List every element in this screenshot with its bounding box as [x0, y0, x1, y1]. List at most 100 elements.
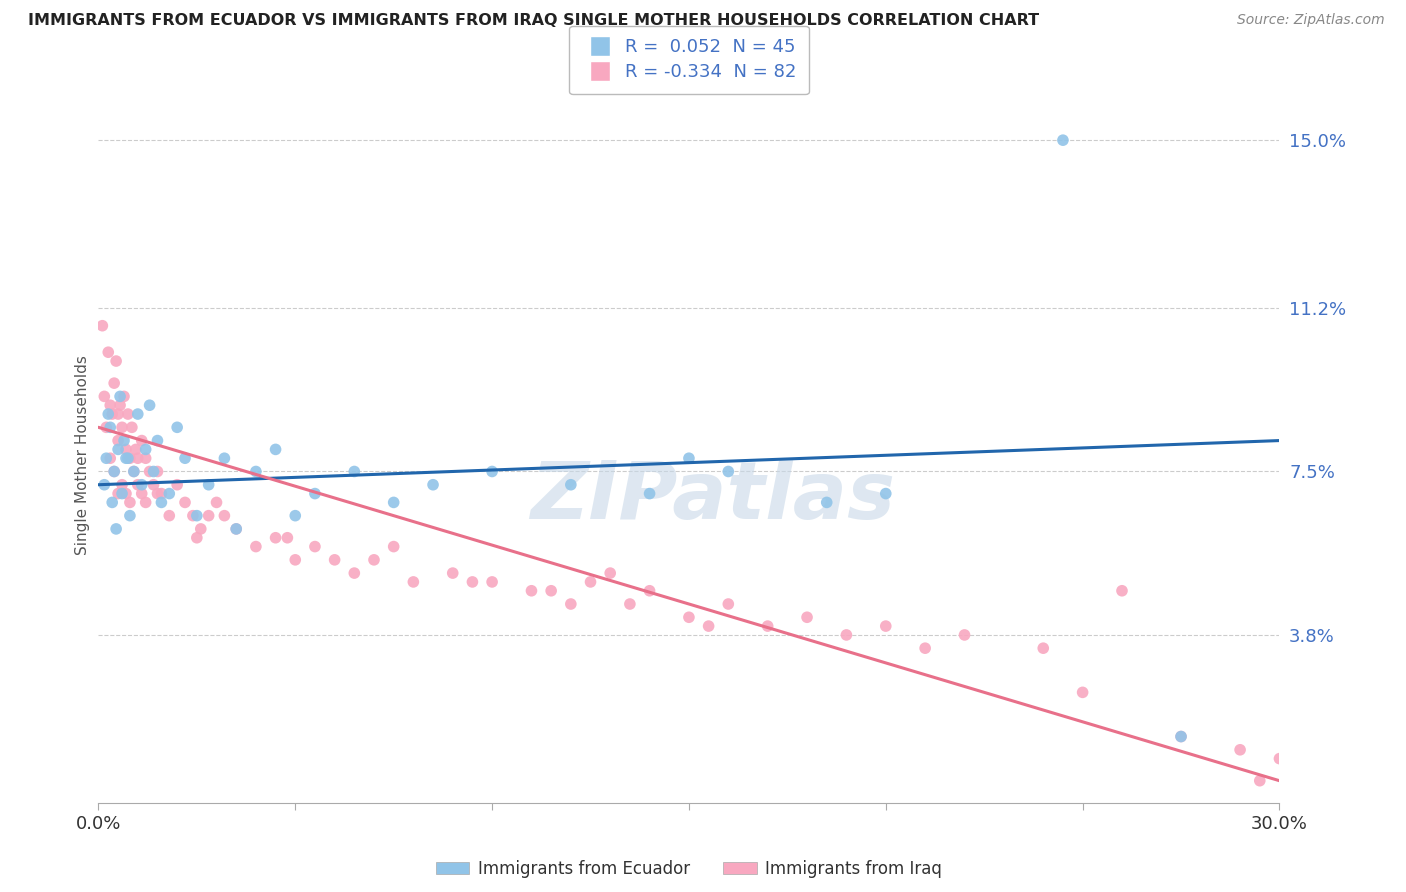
Point [953, 628, 976, 642]
Point [225, 522, 247, 536]
Point [276, 531, 298, 545]
Point [560, 597, 582, 611]
Point [579, 574, 602, 589]
Point [115, 442, 138, 457]
Point [343, 465, 366, 479]
Point [205, 495, 228, 509]
Point [108, 389, 131, 403]
Point [875, 619, 897, 633]
Point [1268, 751, 1291, 765]
Point [131, 477, 153, 491]
Point [186, 508, 208, 523]
Point [157, 486, 180, 500]
Point [121, 420, 143, 434]
Point [96, 420, 118, 434]
Point [422, 477, 444, 491]
Point [363, 553, 385, 567]
Point [122, 465, 145, 479]
Point [150, 486, 173, 500]
Point [382, 540, 405, 554]
Point [914, 641, 936, 656]
Point [107, 442, 129, 457]
Y-axis label: Single Mother Households: Single Mother Households [75, 355, 90, 555]
Point [98, 398, 121, 412]
Point [264, 442, 287, 457]
Point [835, 628, 858, 642]
Point [343, 566, 366, 580]
Point [138, 398, 160, 412]
Point [98, 451, 121, 466]
Point [146, 486, 169, 500]
Point [638, 486, 661, 500]
Point [214, 508, 236, 523]
Text: IMMIGRANTS FROM ECUADOR VS IMMIGRANTS FROM IRAQ SINGLE MOTHER HOUSEHOLDS CORRELA: IMMIGRANTS FROM ECUADOR VS IMMIGRANTS FR… [28, 13, 1039, 29]
Point [111, 477, 134, 491]
Point [619, 597, 641, 611]
Point [214, 451, 236, 466]
Point [97, 345, 120, 359]
Point [107, 407, 129, 421]
Point [115, 486, 138, 500]
Point [91, 318, 114, 333]
Text: ZIPatlas: ZIPatlas [530, 458, 896, 536]
Point [118, 495, 141, 509]
Point [1229, 743, 1251, 757]
Point [441, 566, 464, 580]
Point [875, 486, 897, 500]
Point [103, 376, 125, 391]
Point [108, 398, 131, 412]
Point [112, 389, 135, 403]
Point [117, 451, 139, 466]
Point [138, 465, 160, 479]
Point [127, 477, 149, 491]
Point [520, 583, 543, 598]
Point [1249, 773, 1271, 788]
Point [118, 451, 141, 466]
Point [382, 495, 405, 509]
Point [717, 465, 740, 479]
Point [150, 495, 173, 509]
Point [1170, 730, 1192, 744]
Point [264, 531, 287, 545]
Point [304, 540, 326, 554]
Point [717, 597, 740, 611]
Point [181, 508, 204, 523]
Point [96, 451, 118, 466]
Legend: Immigrants from Ecuador, Immigrants from Iraq: Immigrants from Ecuador, Immigrants from… [429, 853, 949, 884]
Point [135, 451, 157, 466]
Point [131, 486, 153, 500]
Point [105, 522, 128, 536]
Point [461, 574, 484, 589]
Point [103, 465, 125, 479]
Point [146, 465, 169, 479]
Point [756, 619, 779, 633]
Point [115, 451, 138, 466]
Point [197, 508, 219, 523]
Point [97, 407, 120, 421]
Point [125, 442, 148, 457]
Point [1170, 730, 1192, 744]
Point [697, 619, 720, 633]
Point [101, 495, 124, 509]
Point [166, 477, 188, 491]
Point [796, 610, 818, 624]
Point [111, 420, 134, 434]
Point [107, 486, 129, 500]
Text: Source: ZipAtlas.com: Source: ZipAtlas.com [1237, 13, 1385, 28]
Point [1111, 583, 1133, 598]
Point [101, 407, 124, 421]
Point [107, 434, 129, 448]
Point [1071, 685, 1094, 699]
Point [190, 522, 212, 536]
Point [599, 566, 621, 580]
Point [166, 420, 188, 434]
Point [481, 574, 503, 589]
Point [98, 420, 121, 434]
Point [93, 477, 115, 491]
Point [157, 508, 180, 523]
Point [103, 465, 125, 479]
Point [93, 389, 115, 403]
Point [174, 495, 197, 509]
Point [131, 434, 153, 448]
Point [118, 508, 141, 523]
